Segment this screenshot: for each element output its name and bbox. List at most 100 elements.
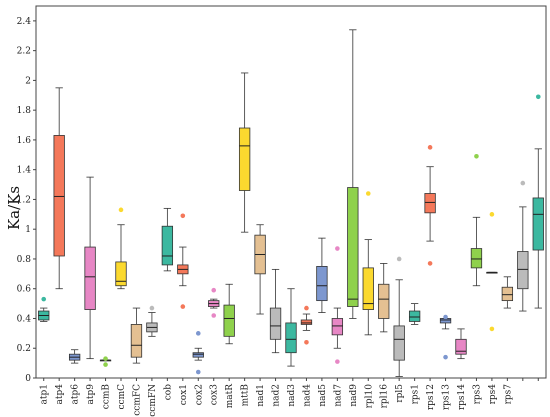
y-axis-title: Ka/Ks [5,186,23,230]
y-tick-label: 1.4 [17,166,32,176]
box-rps1 [424,145,436,266]
box-body [331,318,344,336]
x-tick-label: cox3 [210,384,220,406]
outlier-point [396,256,402,262]
outlier-point [304,339,309,345]
box-atp9 [99,356,112,367]
labels-layer: 0 0.2 0.4 0.6 0.8 1 1.2 1.4 1.6 1.8 2 2.2 2.4 atp1 atp… [17,17,514,417]
x-tick-label: nad5 [318,384,328,407]
box-nad2 [285,288,297,367]
outlier-point [335,359,340,364]
box-matR [238,72,251,233]
box-body [408,310,421,322]
box-nad3 [300,305,313,345]
box-atp6 [68,349,81,364]
outlier-point [211,287,217,293]
box-mttB [254,224,266,315]
outlier-point [489,212,495,217]
box-nad7 [347,29,359,319]
x-tick-label: atp9 [86,384,96,405]
outlier-point [149,305,155,311]
x-tick-label: nad1 [256,384,266,407]
outlier-point [195,369,201,375]
y-tick-label: 1.8 [17,106,32,116]
outlier-point [443,314,448,320]
box-rps10 [439,314,452,360]
box-ccmC [130,307,143,364]
box-rps12 [455,328,467,360]
outlier-point [180,304,186,309]
box-body [223,304,235,337]
x-tick-label: nad9 [349,384,359,407]
box-ccmFN [161,207,174,272]
box-body [393,325,405,361]
x-tick-label: rps14 [457,384,467,410]
y-tick-label: 0.8 [17,255,32,265]
box-body [378,283,390,319]
box-nad4 [316,237,328,313]
outlier-point [474,153,479,159]
x-tick-label: rps4 [488,384,498,405]
box-nad9 [362,191,374,336]
box-atp4 [53,87,65,290]
y-tick-label: 0.6 [17,285,32,295]
box-cox1 [192,331,204,375]
y-tick-label: 1.2 [17,195,31,205]
box-body [285,322,297,354]
x-tick-label: ccmFN [148,384,158,417]
y-tick-label: 0.2 [17,344,31,354]
box-rpl16 [393,256,405,377]
box-atp8 [84,176,96,360]
box-rps3 [501,276,514,309]
x-tick-label: atp4 [55,384,65,405]
outlier-point [103,356,108,361]
outlier-point [118,207,124,213]
x-tick-label: nad4 [302,384,312,407]
outlier-point [180,213,186,219]
box-body [470,248,483,269]
x-tick-label: rpl10 [364,384,374,409]
x-tick-label: rpl5 [395,384,405,403]
box-rps7 [532,94,544,309]
x-tick-label: matR [225,384,235,409]
y-tick-label: 0.4 [17,314,32,324]
box-rpl5 [408,303,421,325]
x-tick-label: nad3 [287,384,297,407]
box-ccmFC [146,305,158,337]
box-rps13 [470,153,483,287]
box-body [532,197,544,251]
box-body [362,267,374,310]
box-body [316,265,328,302]
y-tick-label: 2.2 [17,47,31,57]
outlier-point [195,331,201,336]
x-tick-label: ccmB [102,384,112,410]
box-body [300,319,313,325]
x-tick-label: rps1 [411,384,421,404]
box-body [501,286,514,302]
outlier-point [211,313,217,318]
box-body [238,127,251,191]
y-tick-label: 0 [25,374,31,384]
box-ccmB [115,207,127,290]
outlier-point [489,326,495,332]
y-tick-label: 2.4 [17,17,32,27]
x-tick-label: ccmFC [132,384,142,416]
outlier-point [365,191,371,196]
outlier-point [335,246,340,251]
outlier-point [443,354,448,360]
x-tick-label: ccmC [117,384,127,410]
x-tick-label: nad2 [272,384,282,407]
box-body [424,193,436,214]
box-body [455,338,467,355]
x-tick-label: rps3 [472,384,482,405]
box-body [269,307,282,340]
x-tick-label: rpl16 [380,384,390,409]
y-tick-label: 1 [25,225,31,235]
x-tick-label: rps13 [442,384,452,410]
box-body [84,246,96,310]
x-tick-label: mttB [241,384,251,407]
box-body [115,261,127,287]
boxes-layer [38,29,544,377]
y-tick-label: 1.6 [17,136,32,146]
